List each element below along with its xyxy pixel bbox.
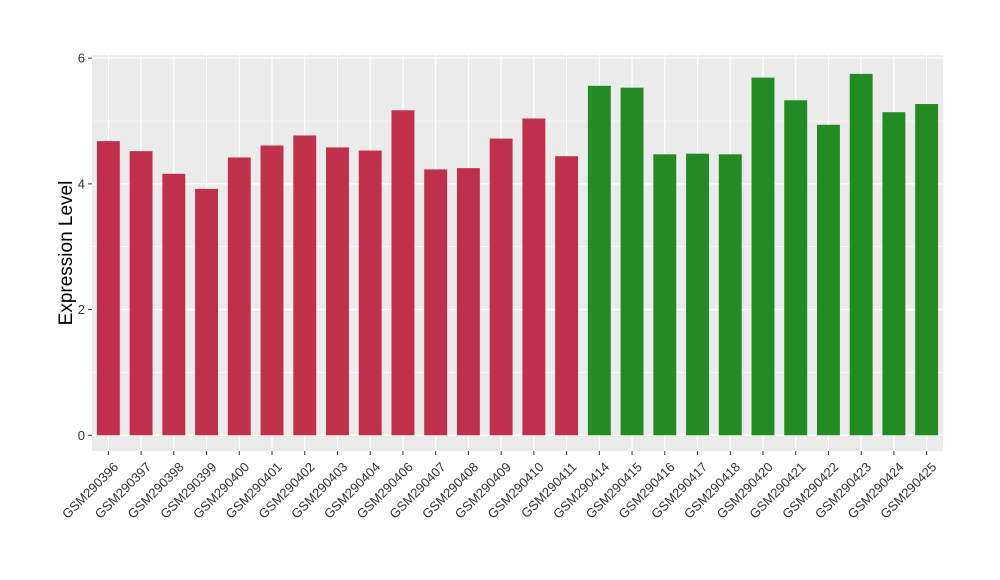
y-tick-label: 6 [78, 51, 85, 66]
y-tick-label: 4 [78, 176, 85, 191]
bar [129, 151, 153, 436]
bar [686, 153, 709, 436]
bar [195, 188, 219, 436]
bar [620, 87, 644, 436]
bar [587, 85, 611, 436]
bars [96, 73, 939, 436]
plot-panel [92, 55, 943, 451]
bar [849, 73, 873, 436]
bar [391, 110, 415, 436]
bar [326, 147, 349, 436]
bar [456, 168, 480, 436]
bar [751, 77, 775, 436]
bar [555, 156, 579, 436]
bar [489, 138, 513, 436]
bar [882, 112, 906, 436]
bar [293, 135, 317, 436]
bar [227, 157, 251, 436]
y-axis: 0 2 4 6 [78, 51, 92, 443]
y-tick-label: 0 [78, 428, 85, 443]
bar [162, 173, 186, 436]
bar [96, 141, 120, 436]
bar [522, 118, 546, 436]
bar [915, 104, 939, 436]
bar [718, 154, 742, 436]
y-axis-title: Expression Level [56, 181, 77, 326]
bar [358, 150, 382, 436]
y-tick-label: 2 [78, 302, 85, 317]
bar [816, 124, 840, 436]
bar [653, 154, 677, 436]
bar [784, 100, 808, 436]
bar [424, 169, 448, 436]
x-axis: GSM290396GSM290397GSM290398GSM290399GSM2… [59, 451, 940, 522]
bar [260, 145, 284, 436]
